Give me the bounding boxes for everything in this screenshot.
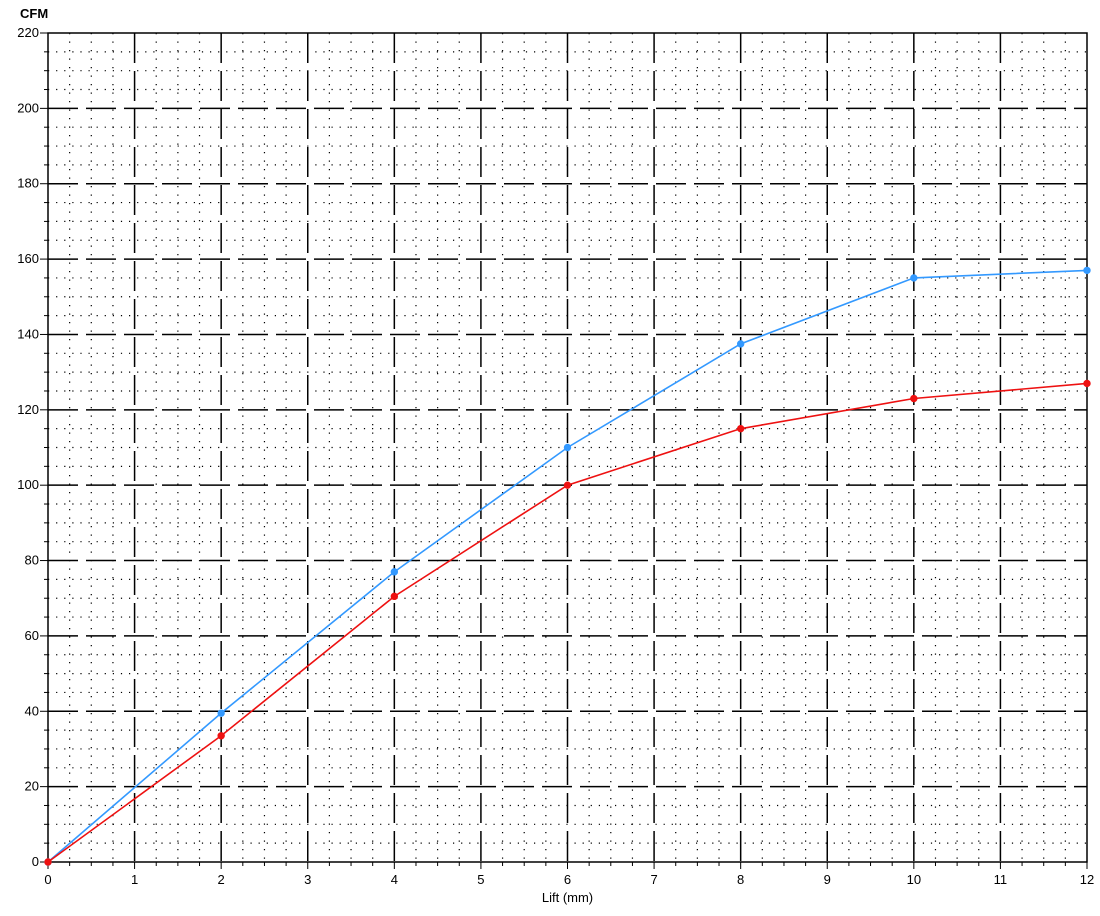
y-tick-label: 80	[25, 553, 39, 568]
data-point	[44, 858, 52, 866]
x-tick-label: 8	[737, 872, 744, 887]
x-tick-label: 1	[131, 872, 138, 887]
data-point	[1083, 379, 1091, 388]
data-point	[736, 424, 745, 433]
y-tick-label: 0	[32, 854, 39, 869]
data-point	[1083, 266, 1091, 275]
y-tick-label: 220	[17, 25, 39, 40]
y-tick-label: 200	[17, 100, 39, 115]
y-tick-label: 40	[25, 703, 39, 718]
data-point	[563, 443, 572, 452]
x-tick-label: 10	[907, 872, 921, 887]
x-tick-label: 4	[391, 872, 398, 887]
x-tick-label: 9	[824, 872, 831, 887]
data-point	[217, 732, 225, 740]
x-tick-label: 6	[564, 872, 571, 887]
data-point	[390, 592, 399, 601]
x-tick-label: 2	[218, 872, 225, 887]
data-point	[390, 568, 399, 576]
y-tick-label: 160	[17, 251, 39, 266]
y-tick-label: 180	[17, 176, 39, 191]
y-axis-label: CFM	[20, 6, 48, 21]
y-tick-label: 60	[25, 628, 39, 643]
x-tick-label: 3	[304, 872, 311, 887]
y-tick-label: 20	[25, 779, 39, 794]
y-tick-label: 120	[17, 402, 39, 417]
data-point	[910, 274, 918, 282]
x-axis-label: Lift (mm)	[542, 890, 593, 905]
x-tick-label: 7	[650, 872, 657, 887]
data-point	[736, 340, 745, 348]
y-tick-label: 140	[17, 326, 39, 341]
data-point	[910, 394, 918, 403]
y-tick-label: 100	[17, 477, 39, 492]
data-point	[563, 481, 572, 489]
x-tick-label: 12	[1080, 872, 1094, 887]
x-tick-label: 5	[477, 872, 484, 887]
x-tick-label: 11	[994, 872, 1008, 887]
x-tick-label: 0	[44, 872, 51, 887]
series-group	[44, 266, 1091, 866]
data-point	[217, 709, 225, 717]
